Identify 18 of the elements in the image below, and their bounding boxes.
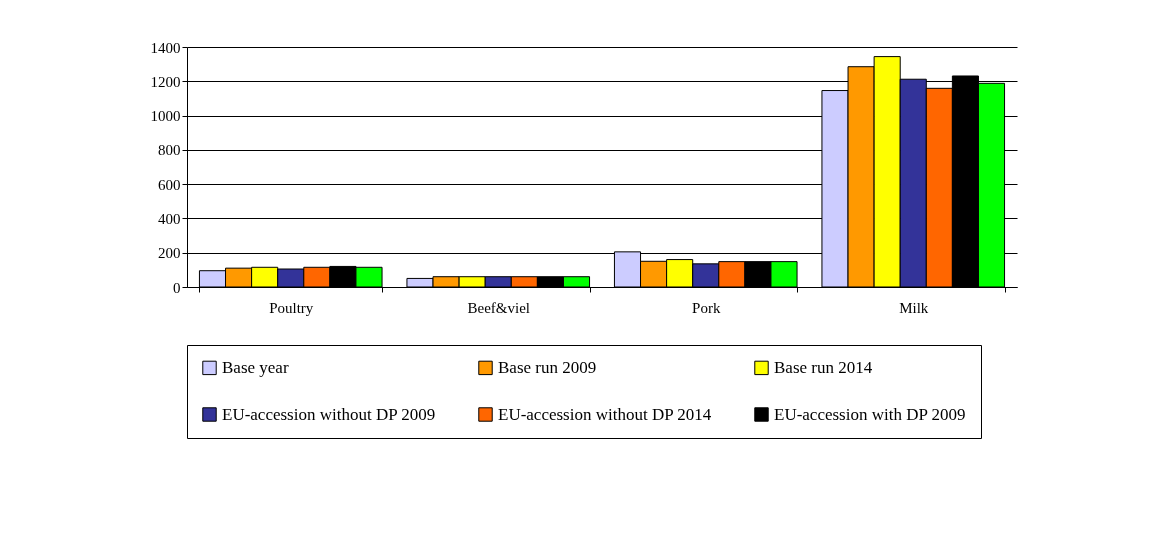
y-tick-label: 0 (173, 279, 181, 296)
y-tick-label: 800 (158, 142, 181, 159)
x-tick-label: Beef&viel (467, 299, 530, 316)
legend-label: Base run 2009 (498, 357, 597, 377)
y-tick-label: 1400 (150, 39, 181, 56)
y-tick-label: 1200 (150, 73, 181, 90)
legend-label: EU-accession without DP 2009 (222, 404, 436, 424)
x-tick-label: Pork (692, 299, 721, 316)
y-tick-label: 200 (158, 245, 181, 262)
legend-label: Base year (222, 357, 289, 377)
legend-label: EU-accession without DP 2014 (498, 404, 712, 424)
legend-label: EU-accession with DP 2009 (774, 404, 966, 424)
y-tick-label: 1000 (150, 108, 181, 125)
x-tick-label: Milk (899, 299, 929, 316)
legend-label: Base run 2014 (774, 357, 873, 377)
y-tick-label: 400 (158, 210, 181, 227)
x-tick-label: Poultry (269, 299, 314, 316)
y-tick-label: 600 (158, 176, 181, 193)
